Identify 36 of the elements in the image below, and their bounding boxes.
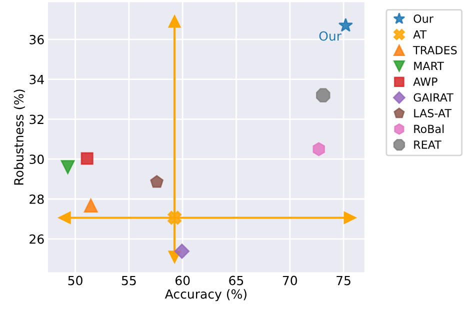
point — [344, 212, 356, 224]
y-tick-label: 30 — [30, 154, 44, 164]
x-axis-title: Accuracy (%) — [164, 289, 246, 302]
point — [58, 212, 71, 224]
legend-label: RoBal — [414, 124, 444, 134]
point — [338, 18, 353, 32]
x-tick-label: 60 — [176, 276, 190, 286]
x-tick-label: 65 — [229, 276, 244, 286]
y-tick-label: 26 — [30, 234, 44, 244]
legend-label: AWP — [413, 78, 438, 86]
y-tick-label: 34 — [30, 74, 44, 84]
x-tick-label: 50 — [68, 276, 82, 286]
x-tick-label: 70 — [282, 276, 297, 286]
point — [84, 198, 98, 213]
point — [316, 88, 330, 102]
y-tick-label: 32 — [30, 114, 44, 124]
legend-label: REAT — [414, 140, 442, 149]
legend-label: MART — [414, 62, 444, 70]
legend-label: AT — [413, 30, 427, 38]
y-axis-title: Robustness (%) — [14, 90, 25, 185]
point — [150, 175, 164, 188]
point — [312, 142, 325, 156]
y-tick-label: 36 — [30, 34, 44, 44]
legend-label: LAS-AT — [414, 108, 452, 118]
point — [60, 160, 75, 174]
point — [168, 15, 181, 28]
x-tick-label: 55 — [122, 276, 136, 286]
legend-label: TRADES — [413, 46, 457, 54]
point — [80, 152, 94, 165]
legend-label: GAIRAT — [414, 93, 454, 102]
legend-label: Our — [414, 14, 434, 23]
annotation: Our — [319, 31, 342, 41]
point — [168, 210, 182, 225]
x-tick-label: 75 — [336, 276, 350, 286]
point — [174, 244, 190, 259]
y-tick-label: 28 — [30, 194, 44, 204]
